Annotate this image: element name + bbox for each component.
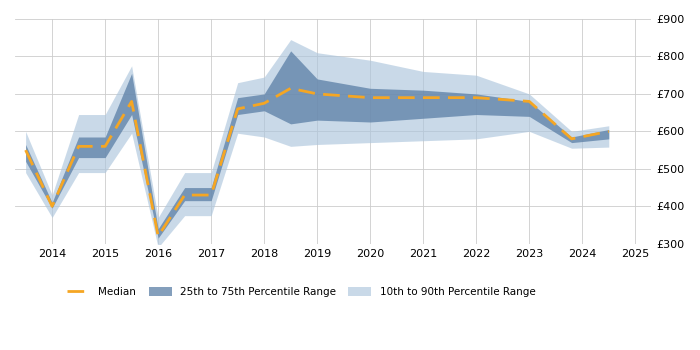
Legend: Median, 25th to 75th Percentile Range, 10th to 90th Percentile Range: Median, 25th to 75th Percentile Range, 1…	[63, 283, 540, 301]
